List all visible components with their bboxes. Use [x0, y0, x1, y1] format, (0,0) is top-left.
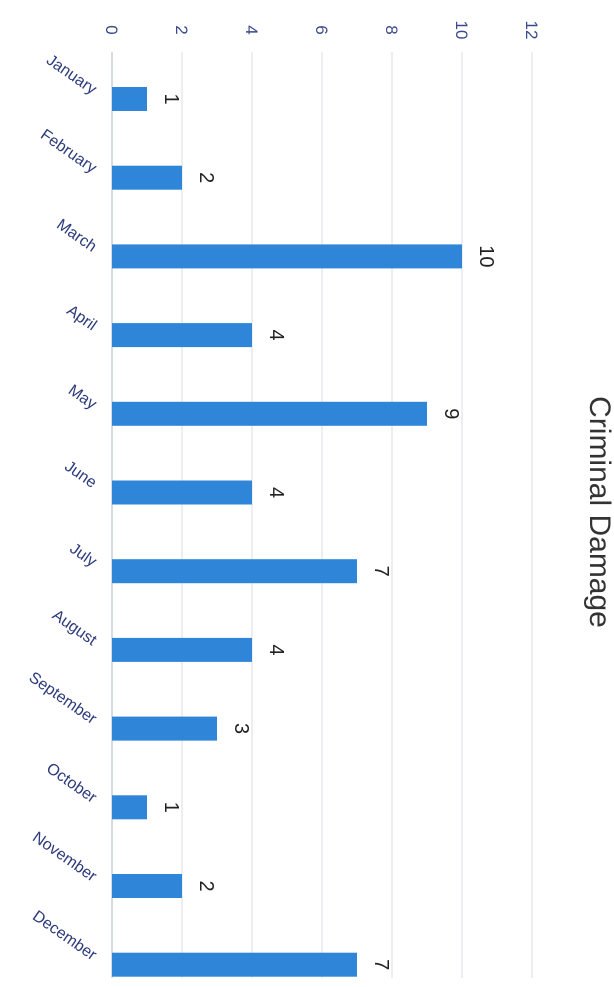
- bar: [112, 795, 147, 820]
- category-label: October: [43, 760, 100, 807]
- bar: [112, 244, 462, 269]
- category-label: February: [37, 126, 99, 177]
- value-axis-ticks: 0 2 4 6 8 10 12: [102, 21, 541, 40]
- data-label: 4: [265, 330, 287, 341]
- data-label: 3: [230, 723, 252, 734]
- value-tick-label: 6: [312, 25, 331, 34]
- value-tick-label: 12: [522, 21, 541, 40]
- value-tick-label: 8: [382, 25, 401, 34]
- data-label: 2: [195, 880, 217, 891]
- data-label: 1: [160, 802, 182, 813]
- category-label: July: [66, 540, 99, 570]
- chart-title: Criminal Damage: [583, 396, 614, 628]
- value-tick-label: 2: [172, 25, 191, 34]
- bar: [112, 559, 357, 584]
- bar: [112, 165, 182, 190]
- data-label: 4: [265, 487, 287, 498]
- data-label: 1: [160, 93, 182, 104]
- bars: [112, 87, 462, 977]
- category-label: December: [29, 908, 100, 965]
- bar: [112, 87, 147, 111]
- value-tick-label: 0: [102, 25, 121, 34]
- bar: [112, 952, 357, 977]
- bar: [112, 637, 252, 662]
- data-label: 4: [265, 644, 287, 655]
- value-tick-label: 10: [452, 21, 471, 40]
- category-label: March: [53, 216, 99, 255]
- bar: [112, 480, 252, 505]
- gridlines: [111, 52, 533, 978]
- data-label: 9: [440, 408, 462, 419]
- category-labels: January February March April May June July Augu…: [26, 52, 100, 965]
- category-label: September: [26, 669, 100, 728]
- data-labels: 1 2 10 4 9 4 7 4 3 1 2 7: [160, 93, 497, 970]
- category-label: January: [43, 52, 99, 99]
- data-label: 7: [370, 566, 392, 577]
- bar: [112, 874, 182, 898]
- value-tick-label: 4: [242, 25, 261, 34]
- data-label: 10: [475, 245, 497, 267]
- category-label: November: [29, 829, 100, 886]
- category-label: April: [63, 302, 99, 334]
- bar: [112, 323, 252, 348]
- data-label: 2: [195, 172, 217, 183]
- bar: [112, 401, 427, 426]
- category-label: June: [61, 458, 99, 492]
- bar: [112, 716, 217, 741]
- category-label: May: [65, 382, 100, 413]
- category-label: August: [49, 607, 100, 650]
- data-label: 7: [370, 959, 392, 970]
